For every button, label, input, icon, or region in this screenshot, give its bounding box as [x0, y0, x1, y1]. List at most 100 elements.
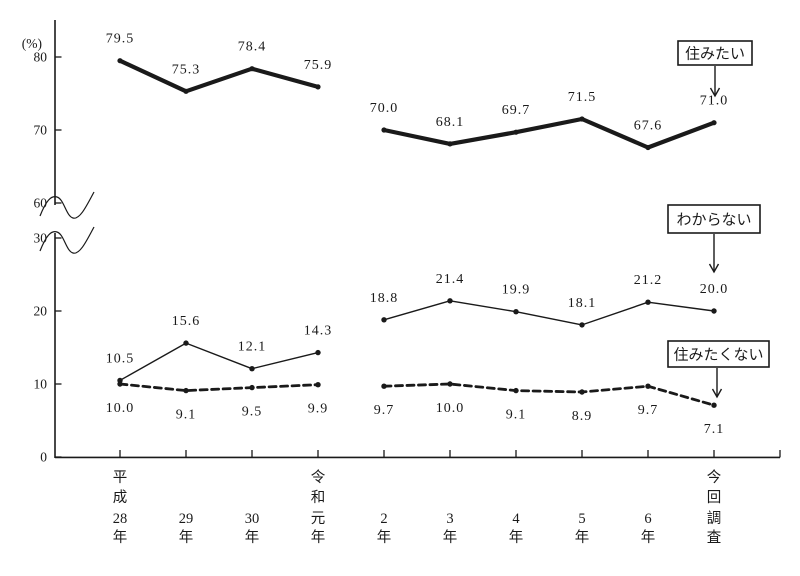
value-label-want-to-live-7: 71.5: [568, 90, 597, 105]
y-tick-label-60: 60: [34, 196, 48, 211]
series-dont-know-segment-1: [119, 342, 319, 382]
category-label-heisei-28-line-0: 平: [113, 470, 128, 486]
annotation-arrowhead-dont-want-to-live: [711, 388, 723, 399]
annotation-arrowhead-dont-know: [708, 263, 720, 274]
data-point-want-to-live-5: [447, 141, 453, 147]
annotation-arrowhead-want-to-live: [709, 87, 721, 98]
y-tick-label-0: 0: [40, 450, 47, 465]
category-label-reiwa-1-line-3: 年: [311, 529, 326, 546]
value-label-dont-want-to-live-7: 8.9: [572, 409, 593, 424]
category-label-reiwa-2-line-1: 年: [377, 529, 392, 546]
value-label-dont-know-1: 15.6: [172, 314, 201, 329]
axis-break-wave-1: [39, 191, 95, 219]
y-tick-label-70: 70: [34, 123, 48, 138]
series-dont-want-to-live-markers: [117, 381, 717, 408]
data-point-dont-want-to-live-1: [183, 387, 189, 394]
category-label-reiwa-4-line-1: 年: [509, 529, 524, 546]
data-point-dont-want-to-live-7: [579, 389, 585, 395]
value-label-want-to-live-9: 71.0: [700, 94, 729, 109]
category-label-reiwa-1-line-2: 元: [311, 511, 326, 527]
data-point-dont-know-8: [645, 299, 651, 305]
axis-break-wave-2: [39, 226, 95, 254]
annotation-box-dont-know: [667, 204, 761, 234]
data-point-want-to-live-3: [315, 84, 321, 90]
data-point-want-to-live-0: [117, 58, 123, 64]
value-label-dont-know-8: 21.2: [634, 273, 663, 288]
data-point-want-to-live-1: [183, 88, 189, 94]
data-point-dont-know-3: [315, 349, 321, 356]
data-point-want-to-live-6: [513, 129, 519, 135]
category-label-reiwa-5-line-0: 5: [578, 511, 585, 527]
value-label-dont-know-3: 14.3: [304, 324, 333, 339]
series-dont-want-to-live: [118, 382, 716, 407]
value-label-dont-want-to-live-0: 10.0: [106, 401, 135, 416]
value-label-dont-know-7: 18.1: [568, 296, 597, 311]
annotation-want-to-live: 住みたい: [677, 40, 753, 98]
category-label-reiwa-5-line-1: 年: [575, 529, 590, 546]
value-label-want-to-live-5: 68.1: [436, 115, 465, 130]
data-point-dont-know-9: [711, 308, 717, 314]
value-label-dont-know-9: 20.0: [700, 282, 729, 297]
value-label-dont-want-to-live-6: 9.1: [506, 408, 527, 423]
category-label-current-survey-line-0: 今: [707, 469, 722, 486]
category-label-current-survey-line-2: 調: [707, 510, 722, 527]
data-point-dont-know-5: [447, 298, 453, 304]
y-tick-label-10: 10: [34, 377, 48, 392]
data-point-dont-want-to-live-2: [249, 384, 255, 391]
value-label-dont-want-to-live-8: 9.7: [638, 403, 659, 418]
data-point-want-to-live-7: [579, 116, 585, 122]
y-axis-unit-label: (%): [22, 36, 42, 51]
value-label-dont-want-to-live-4: 9.7: [374, 403, 395, 418]
value-label-want-to-live-8: 67.6: [634, 119, 663, 134]
value-label-want-to-live-6: 69.7: [502, 103, 531, 118]
value-label-want-to-live-0: 79.5: [106, 32, 135, 47]
category-label-reiwa-2-line-0: 2: [380, 511, 387, 527]
value-labels-dont-want-to-live: 10.0 9.1 9.5 9.9 9.7 10.0 9.1 8.9 9.7 7.1: [106, 401, 725, 437]
value-labels-want-to-live: 79.5 75.3 78.4 75.9 70.0 68.1 69.7 71.5 67.6 71.0: [106, 32, 729, 134]
series-dont-know: [119, 300, 715, 382]
y-tick-label-20: 20: [34, 304, 48, 319]
category-label-reiwa-1-line-1: 和: [311, 489, 326, 506]
y-tick-label-80: 80: [34, 50, 48, 65]
data-point-want-to-live-9: [711, 120, 717, 126]
value-label-want-to-live-2: 78.4: [238, 40, 267, 55]
data-point-dont-want-to-live-5: [447, 381, 453, 387]
series-want-to-live-segment-2: [381, 116, 717, 150]
series-dont-want-to-live-segment-2: [382, 382, 716, 407]
category-label-current-survey-line-1: 回: [707, 489, 722, 506]
y-tick-label-30: 30: [34, 231, 48, 246]
value-label-want-to-live-3: 75.9: [304, 58, 333, 73]
category-label-heisei-29-line-1: 年: [179, 529, 194, 546]
category-label-reiwa-4-line-0: 4: [512, 511, 520, 527]
value-label-dont-want-to-live-2: 9.5: [242, 405, 263, 420]
data-point-dont-want-to-live-4: [381, 383, 387, 389]
value-label-want-to-live-1: 75.3: [172, 62, 201, 77]
category-label-reiwa-1-line-0: 令: [311, 469, 326, 486]
data-point-dont-want-to-live-9: [711, 402, 717, 408]
data-point-dont-want-to-live-3: [315, 382, 321, 388]
annotation-dont-want-to-live: 住みたくない: [667, 340, 770, 399]
value-label-dont-want-to-live-1: 9.1: [176, 408, 197, 423]
axes: [54, 20, 780, 459]
annotation-text-dont-know: わからない: [676, 212, 751, 229]
category-label-heisei-28-line-3: 年: [113, 529, 128, 546]
value-label-dont-want-to-live-9: 7.1: [704, 422, 725, 437]
data-point-want-to-live-2: [249, 66, 255, 72]
value-label-dont-want-to-live-5: 10.0: [436, 401, 465, 416]
value-label-dont-know-5: 21.4: [436, 272, 465, 287]
series-want-to-live-markers: [117, 58, 717, 151]
category-label-heisei-28-line-1: 成: [113, 489, 128, 506]
value-label-dont-know-6: 19.9: [502, 283, 531, 298]
annotation-text-dont-want-to-live: 住みたくない: [673, 347, 763, 364]
series-want-to-live-segment-1: [117, 58, 321, 94]
category-label-heisei-29-line-0: 29: [179, 511, 194, 527]
data-point-want-to-live-4: [381, 127, 387, 133]
data-point-dont-know-1: [183, 340, 189, 346]
annotation-dont-know: わからない: [667, 204, 761, 274]
data-point-dont-want-to-live-8: [645, 383, 651, 389]
value-label-dont-want-to-live-3: 9.9: [308, 402, 329, 417]
data-point-dont-want-to-live-6: [513, 387, 519, 394]
data-point-want-to-live-8: [645, 144, 651, 151]
